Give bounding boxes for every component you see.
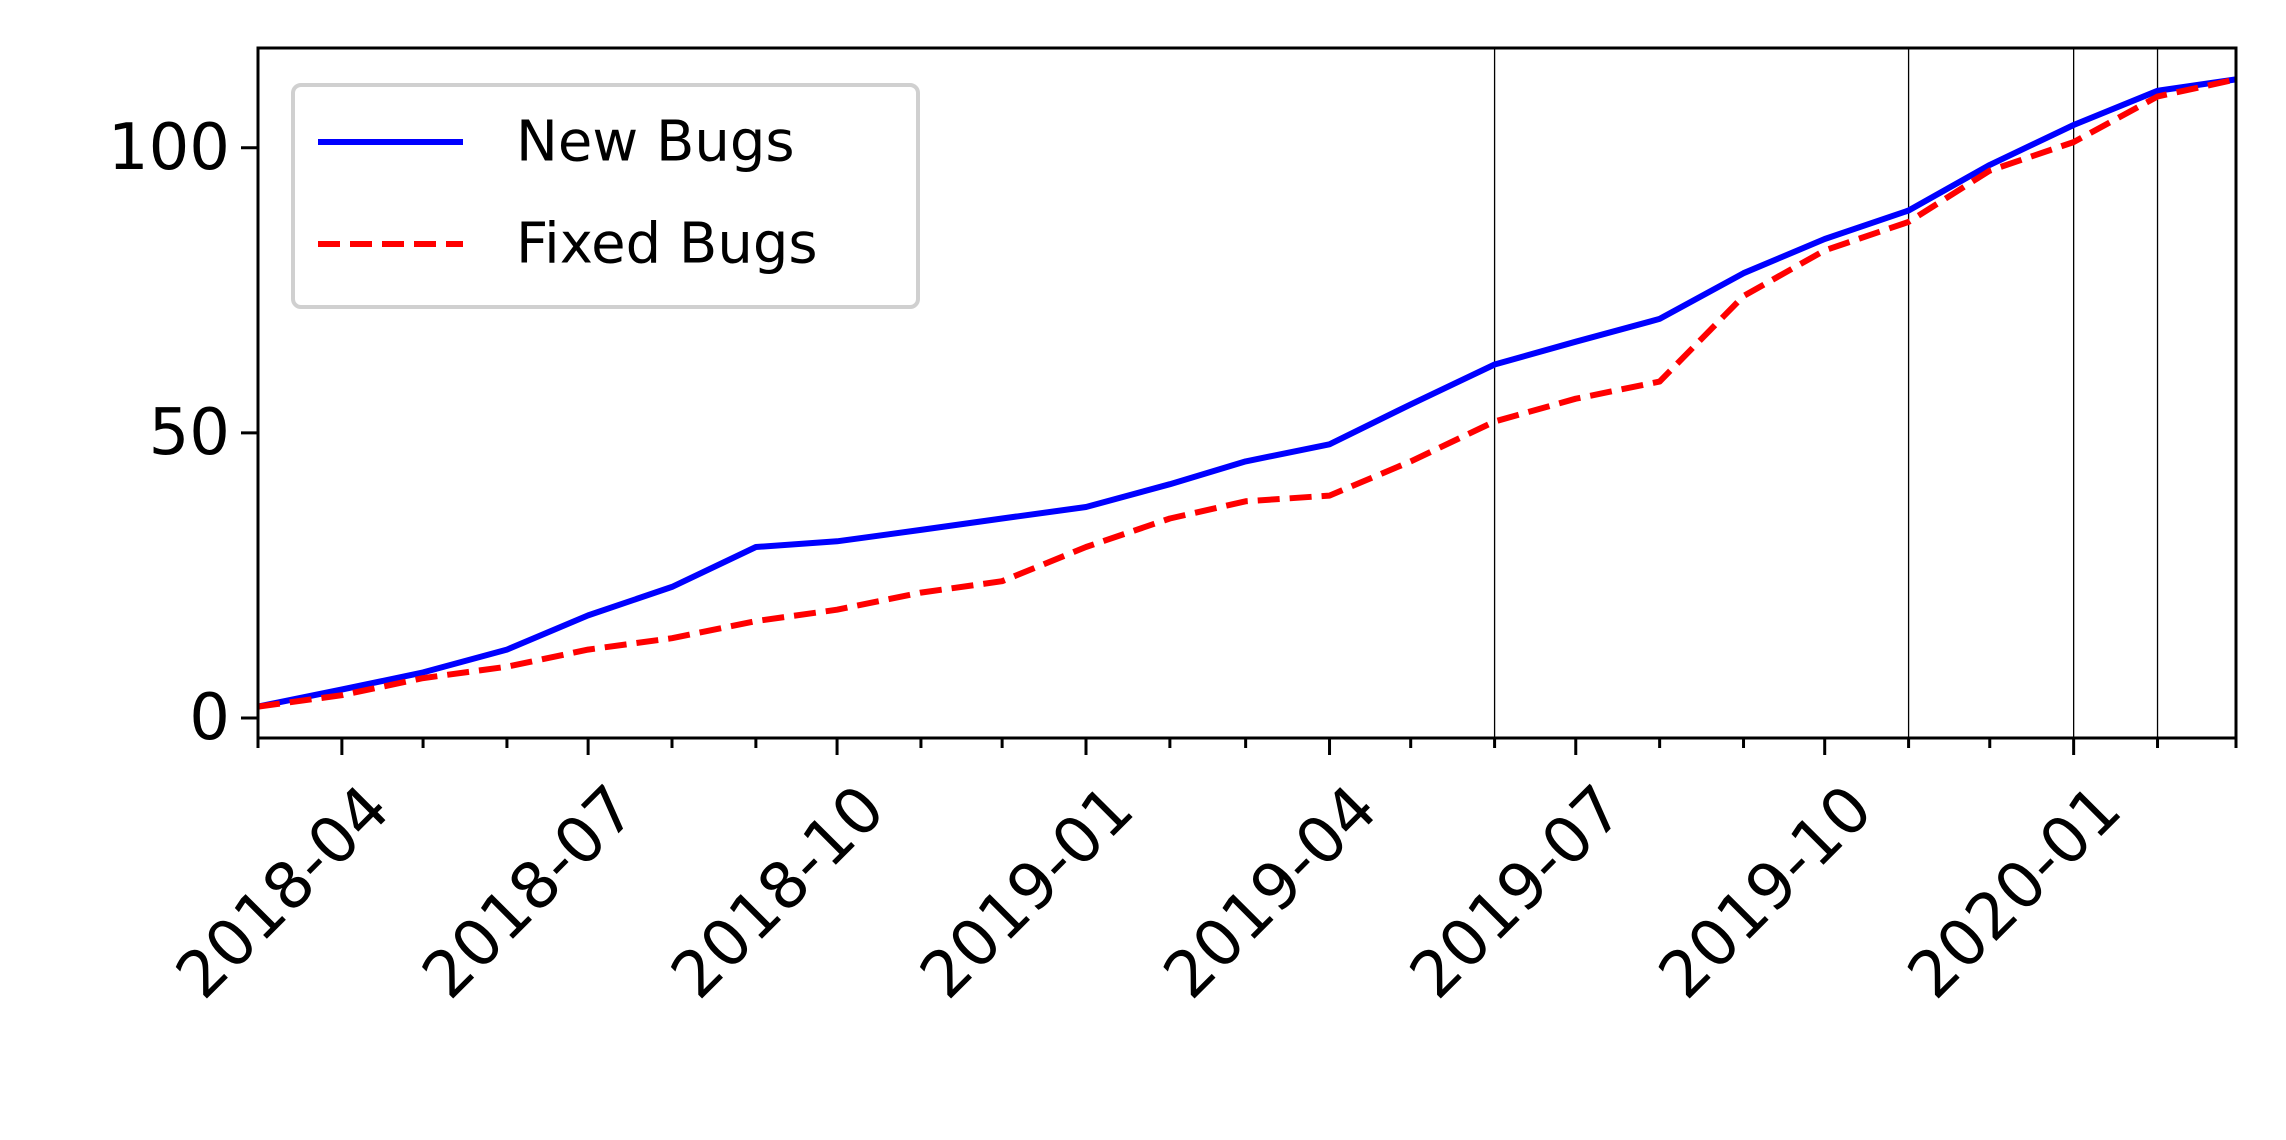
series-line-0	[257, 76, 2237, 710]
y-tick-label-100: 100	[108, 111, 230, 185]
x-tick-label-2018-07: 2018-07	[409, 772, 650, 1013]
x-tick-label-2019-10: 2019-10	[1645, 772, 1886, 1013]
legend-label-0: New Bugs	[516, 110, 795, 175]
x-tick-label-2019-01: 2019-01	[907, 772, 1148, 1013]
legend-label-1: Fixed Bugs	[516, 212, 818, 277]
vertical-marker-lines	[1493, 48, 2159, 738]
x-tick-label-2019-04: 2019-04	[1150, 772, 1391, 1013]
y-tick-label-0: 0	[189, 681, 230, 755]
series-lines	[257, 76, 2237, 710]
y-axis-ticks: 0 50 100	[108, 111, 258, 755]
legend: New Bugs Fixed Bugs	[291, 83, 920, 309]
x-tick-label-2019-07: 2019-07	[1396, 772, 1637, 1013]
x-axis-ticks: 2018-04 2018-07 2018-10 2019-01 2019-04 2019-…	[163, 738, 2238, 1013]
series-line-1	[257, 76, 2237, 710]
x-tick-label-2020-01: 2020-01	[1894, 772, 2135, 1013]
x-tick-label-2018-10: 2018-10	[658, 772, 899, 1013]
x-tick-label-2018-04: 2018-04	[163, 772, 404, 1013]
y-tick-label-50: 50	[149, 396, 230, 470]
